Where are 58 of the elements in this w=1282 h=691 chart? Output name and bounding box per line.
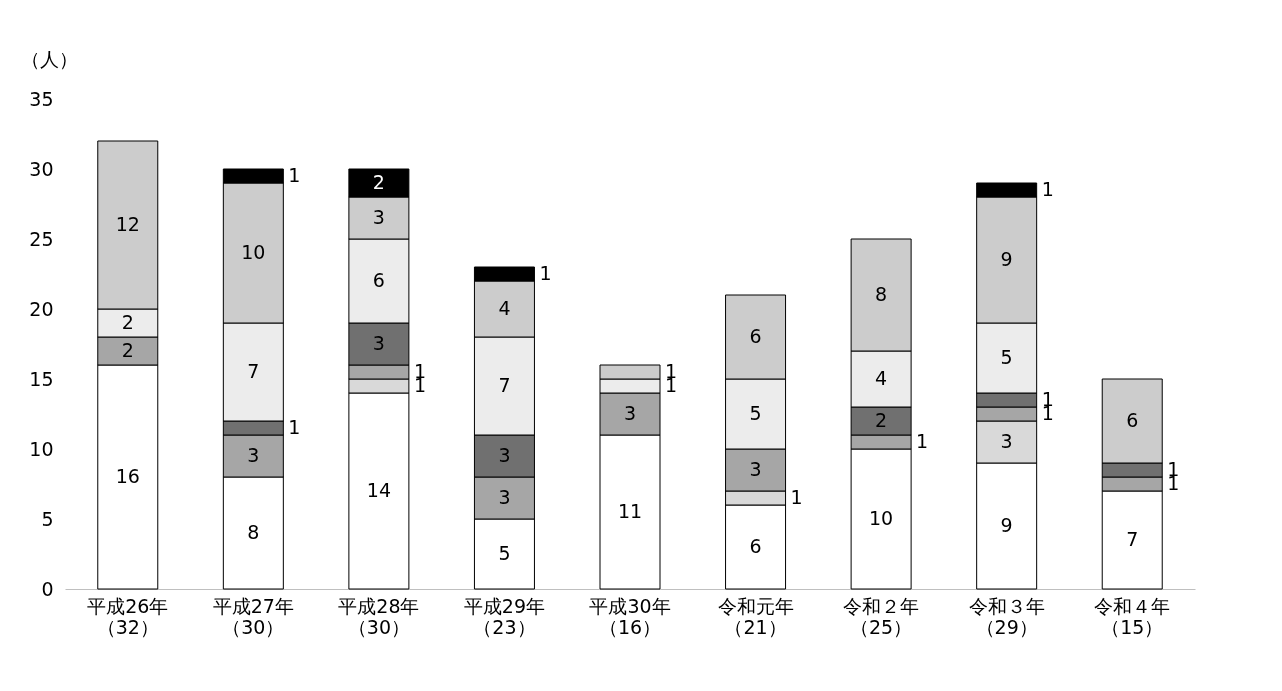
data-label: 1 — [916, 430, 929, 452]
x-tick-label: 令和３年（29） — [968, 594, 1045, 638]
y-tick-label: 0 — [41, 577, 54, 600]
data-label: 10 — [869, 507, 894, 529]
y-tick-label: 35 — [29, 87, 54, 110]
data-label: 1 — [288, 416, 301, 438]
data-label: 8 — [875, 283, 888, 305]
data-label: 7 — [1126, 528, 1139, 550]
data-label: 3 — [749, 458, 762, 480]
data-label: 3 — [498, 444, 511, 466]
x-tick-label: 令和元年（21） — [717, 594, 794, 638]
x-tick-label: 平成28年（30） — [338, 594, 420, 638]
data-label: 2 — [121, 339, 134, 361]
data-label: 4 — [498, 297, 511, 319]
x-tick-label: 平成27年（30） — [212, 594, 294, 638]
data-label: 16 — [115, 465, 140, 487]
data-label: 8 — [247, 521, 260, 543]
y-tick-label: 5 — [41, 507, 54, 530]
x-tick-label: 令和２年（25） — [843, 594, 920, 638]
data-label: 14 — [366, 479, 391, 501]
data-label: 1 — [288, 164, 301, 186]
data-label: 3 — [1000, 430, 1013, 452]
data-label: 3 — [623, 402, 637, 424]
y-tick-label: 25 — [29, 227, 54, 250]
data-label: 3 — [372, 332, 385, 354]
x-tick-label: 令和４年（15） — [1094, 594, 1171, 638]
y-tick-label: 30 — [29, 157, 54, 180]
data-label: 7 — [247, 360, 260, 382]
data-label: 2 — [372, 171, 385, 193]
y-axis-title: （人） — [20, 47, 78, 70]
data-label: 5 — [749, 402, 762, 424]
y-tick-label: 10 — [29, 437, 54, 460]
data-label: 9 — [1000, 514, 1013, 536]
data-label: 2 — [875, 409, 888, 431]
data-label: 2 — [121, 311, 134, 333]
data-label: 3 — [247, 444, 260, 466]
data-label: 9 — [1000, 248, 1013, 270]
data-label: 6 — [1126, 409, 1139, 431]
x-tick-label: 平成26年（32） — [87, 594, 169, 638]
data-label: 11 — [617, 500, 643, 522]
data-label: 12 — [115, 213, 140, 235]
y-tick-label: 20 — [29, 297, 54, 320]
y-tick-label: 15 — [29, 367, 54, 390]
data-label: 6 — [749, 535, 762, 557]
data-label: 4 — [875, 367, 888, 389]
data-label: 3 — [372, 206, 385, 228]
data-label: 1 — [790, 486, 803, 508]
data-label: 1 — [1041, 178, 1054, 200]
data-label: 6 — [372, 269, 385, 291]
data-label: 7 — [498, 374, 511, 396]
data-label: 10 — [241, 241, 266, 263]
data-label: 6 — [749, 325, 762, 347]
data-label: 1 — [539, 262, 552, 284]
data-label: 3 — [498, 486, 511, 508]
data-label: 5 — [498, 542, 511, 564]
x-tick-label: 平成30年（16） — [589, 594, 671, 638]
x-tick-label: 平成29年（23） — [463, 594, 546, 638]
data-label: 5 — [1000, 346, 1013, 368]
